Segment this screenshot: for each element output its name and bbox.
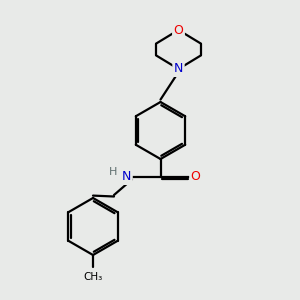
- Text: CH₃: CH₃: [83, 272, 103, 282]
- Text: O: O: [174, 23, 183, 37]
- Text: H: H: [109, 167, 118, 177]
- Text: O: O: [191, 170, 200, 184]
- Text: N: N: [122, 170, 131, 184]
- Text: N: N: [174, 62, 183, 76]
